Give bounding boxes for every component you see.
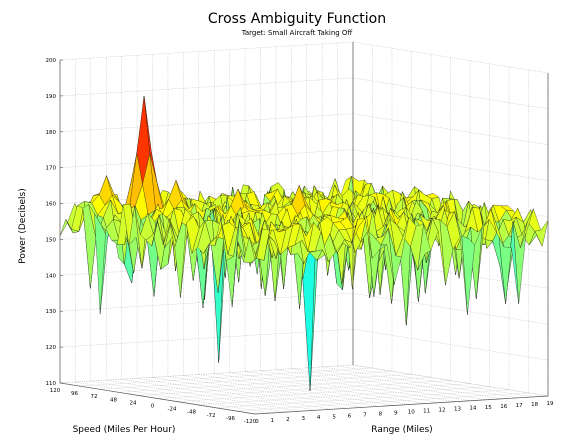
range-tick-label: 10 [408,410,415,416]
grid-line [176,383,471,402]
range-axis-label: Range (Miles) [371,425,432,435]
grid-line [167,376,363,408]
range-tick-label: 15 [485,405,492,411]
speed-tick-label: -120 [244,419,257,425]
z-tick-label: 190 [46,94,57,100]
grid-line [214,373,410,405]
range-tick-label: 12 [439,408,446,414]
grid-line [118,374,412,393]
range-tick-label: 1 [271,418,275,424]
grid-line [260,370,456,402]
grid-line [59,41,549,74]
speed-tick-label: -24 [168,407,177,413]
z-tick-label: 140 [46,273,57,279]
z-tick-label: 120 [46,345,57,351]
grid-line [59,113,549,146]
grid-line [196,386,490,405]
chart-title: Cross Ambiguity Function [208,11,386,27]
z-tick-label: 160 [46,202,57,208]
grid-line [121,378,317,411]
grid-line [98,370,393,390]
speed-tick-label: -48 [187,410,196,416]
grid-line [157,380,451,399]
range-tick-label: 13 [454,407,461,413]
range-tick-label: 8 [379,411,383,417]
range-tick-label: 9 [394,410,398,416]
chart-subtitle: Target: Small Aircraft Taking Off [241,29,353,37]
speed-tick-label: -96 [226,416,235,422]
z-tick-label: 150 [46,237,57,243]
range-tick-label: 16 [500,404,507,410]
grid-line [183,375,379,407]
z-tick-label: 130 [46,309,57,315]
z-tick-label: 200 [46,58,57,64]
grid-line [291,368,487,401]
z-axis-ticks: 110 120 130 140 150 160 170 180 190 200 [46,58,63,387]
grid-line [215,389,510,409]
range-tick-label: 4 [317,415,321,421]
grid-line [235,392,529,412]
grid-line [198,374,394,406]
grid-line [79,367,373,387]
z-tick-label: 170 [46,166,57,172]
speed-tick-label: 96 [71,391,78,397]
grid-line [306,367,502,400]
speed-axis-label: Speed (Miles Per Hour) [73,425,176,435]
speed-tick-label: -72 [207,413,216,419]
speed-tick-label: 72 [91,394,98,400]
range-tick-label: 5 [332,414,336,420]
range-tick-label: 18 [531,402,538,408]
speed-tick-label: 48 [110,397,117,403]
speed-tick-label: 120 [50,388,61,394]
grid-line [106,379,302,412]
range-tick-label: 17 [516,403,523,409]
grid-line [337,365,533,398]
surface-face [249,228,263,260]
range-tick-label: 0 [255,419,259,425]
grid-line [59,364,354,384]
grid-line [75,381,271,414]
grid-line [322,366,518,399]
range-tick-label: 11 [423,409,430,415]
range-tick-label: 3 [302,416,306,422]
grid-line [90,380,286,413]
z-tick-label: 110 [46,381,57,387]
grid-line [245,371,441,403]
grid-line [275,369,471,401]
range-tick-label: 19 [547,401,554,407]
range-tick-label: 7 [363,412,367,418]
z-axis-label: Power (Decibels) [18,188,28,263]
range-tick-label: 14 [469,406,476,412]
speed-tick-label: 24 [130,400,137,406]
grid-line [352,364,549,397]
range-tick-label: 6 [348,413,352,419]
grid-line [59,77,549,110]
grid-line [137,377,432,396]
grid-line [229,372,425,404]
speed-axis-ticks: 120 96 72 48 24 0 -24 -48 -72 -96 -120 [50,388,257,425]
grid-line [137,378,333,410]
speed-tick-label: 0 [151,404,155,410]
range-axis-ticks: 0 1 2 3 4 5 6 7 8 9 10 11 12 13 14 15 16 17 18 19 [255,401,554,425]
grid-line [59,328,549,361]
grid-line [152,377,348,409]
range-tick-label: 2 [286,417,290,423]
z-tick-label: 180 [46,130,57,136]
surface-plot [59,95,549,392]
